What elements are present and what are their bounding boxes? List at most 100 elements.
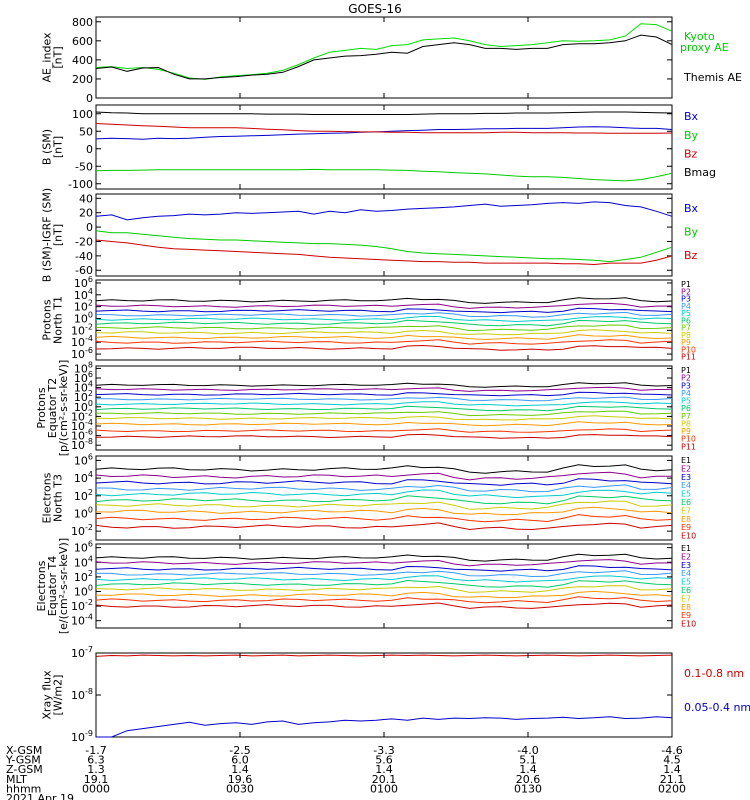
legend-label: E8 — [681, 603, 691, 612]
ytick-label: 10-2 — [71, 322, 93, 337]
table-row-label: Y-GSM — [5, 754, 41, 767]
table-cell: 0000 — [82, 782, 110, 795]
table-cell: 19.6 — [228, 773, 253, 786]
series-line-P6 — [95, 319, 673, 327]
series-line-P5 — [95, 401, 673, 407]
series-line-P9 — [95, 334, 673, 341]
ytick-label: 10-4 — [71, 334, 93, 349]
ylabel-line: Protons — [35, 387, 48, 428]
ytick-label: 102 — [74, 299, 93, 314]
series-line-E7 — [95, 585, 673, 593]
series-line-E6 — [95, 579, 673, 588]
series-line-Bz — [95, 239, 673, 266]
table-row-label: X-GSM — [6, 744, 42, 757]
legend-label: E6 — [681, 586, 691, 595]
legend-label: By — [684, 129, 699, 142]
panel-2: -100 -50 0 50 100 B (SM)[nT] Bx By Bz Bmag — [41, 104, 716, 191]
ytick-label: 10-7 — [71, 645, 93, 660]
table-cell: -4.0 — [517, 744, 538, 757]
ytick-label: 106 — [74, 370, 93, 385]
series-line-P8 — [95, 329, 673, 336]
ytick-label: 10-6 — [71, 428, 93, 443]
legend-label: P3 — [681, 381, 691, 390]
table-cell: 6.3 — [87, 754, 105, 767]
ylabel-line: North T1 — [52, 296, 65, 344]
ytick-label: 10-9 — [71, 729, 93, 744]
legend-label: E1 — [681, 544, 691, 553]
legend-label: Themis AE — [683, 71, 742, 84]
series-line-P3 — [95, 307, 673, 314]
series-line-Bmag — [95, 111, 673, 115]
series-line-Bx — [95, 201, 673, 221]
legend-label: 0.1-0.8 nm — [684, 667, 744, 680]
table-cell: 20.6 — [516, 773, 541, 786]
ylabel-line: Equator T2 — [46, 378, 59, 438]
legend-label: E2 — [681, 464, 691, 473]
legend-label: E4 — [681, 569, 691, 578]
ytick-label: 10-4 — [71, 418, 93, 433]
legend-label: P2 — [681, 287, 691, 296]
series-line-Themis-AE — [95, 34, 673, 80]
ylabel-line: [nT] — [52, 46, 65, 68]
panel-8: 10-9 10-8 10-7 Xray flux[W/m2] 0.1-0.8 nm 0.0… — [41, 645, 750, 744]
ytick-label: 10-4 — [71, 613, 93, 628]
legend-label: P10 — [681, 435, 696, 444]
ytick-label: 102 — [74, 389, 93, 404]
ytick-label: 400 — [72, 54, 93, 67]
legend-label: P1 — [681, 366, 691, 375]
ytick-label: -60 — [75, 264, 93, 277]
legend-label: P10 — [681, 345, 696, 354]
series-line-E8 — [95, 590, 673, 599]
ylabel-line: Electrons — [41, 472, 54, 523]
ytick-label: 100 — [74, 505, 93, 520]
ytick-label: 10-2 — [71, 523, 93, 538]
legend-label: E10 — [681, 532, 696, 541]
legend-label: P6 — [681, 404, 691, 413]
series-line-E2 — [95, 559, 673, 567]
panel-frame — [95, 543, 673, 629]
series-line-P6 — [95, 405, 673, 412]
table-cell: 0200 — [658, 782, 686, 795]
table-cell: 1.3 — [87, 763, 105, 776]
ytick-label: 104 — [74, 287, 93, 302]
ytick-label: 600 — [72, 35, 93, 48]
series-line-E5 — [95, 575, 673, 583]
table-cell: 20.1 — [372, 773, 397, 786]
ytick-label: 104 — [74, 470, 93, 485]
legend-label: E7 — [681, 506, 691, 515]
table-cell: 21.1 — [660, 773, 685, 786]
ytick-label: -40 — [75, 250, 93, 263]
legend-label: Bx — [684, 110, 699, 123]
legend-label: E5 — [681, 490, 691, 499]
table-cell: 5.6 — [375, 754, 393, 767]
legend-label: 0.05-0.4 nm — [684, 701, 750, 714]
ytick-label: 50 — [79, 125, 93, 138]
table-cell: 0130 — [514, 782, 542, 795]
series-line-E8 — [95, 506, 673, 516]
ylabel-line: [e/(cm²-s-sr-keV)] — [57, 538, 70, 634]
ytick-label: 200 — [72, 73, 93, 86]
ytick-label: 10-2 — [71, 598, 93, 613]
series-line-E10 — [95, 522, 673, 531]
legend-label: Bx — [684, 202, 699, 215]
ytick-label: 100 — [74, 583, 93, 598]
legend-label: E8 — [681, 515, 691, 524]
series-line-E5 — [95, 489, 673, 499]
ylabel-line: Xray flux — [41, 670, 54, 720]
legend-label: P1 — [681, 280, 691, 289]
legend-label: Bz — [684, 249, 698, 262]
legend-label: P5 — [681, 309, 691, 318]
series-line-P7 — [95, 410, 673, 417]
series-line-E9 — [95, 514, 673, 523]
ytick-label: 100 — [74, 311, 93, 326]
ylabel-line: [p/(cm²-s-sr-keV)] — [57, 360, 70, 457]
legend-label: E2 — [681, 552, 691, 561]
legend-label: P4 — [681, 389, 691, 398]
legend-label: E3 — [681, 561, 691, 570]
table-row-label: hhmm — [6, 782, 41, 795]
